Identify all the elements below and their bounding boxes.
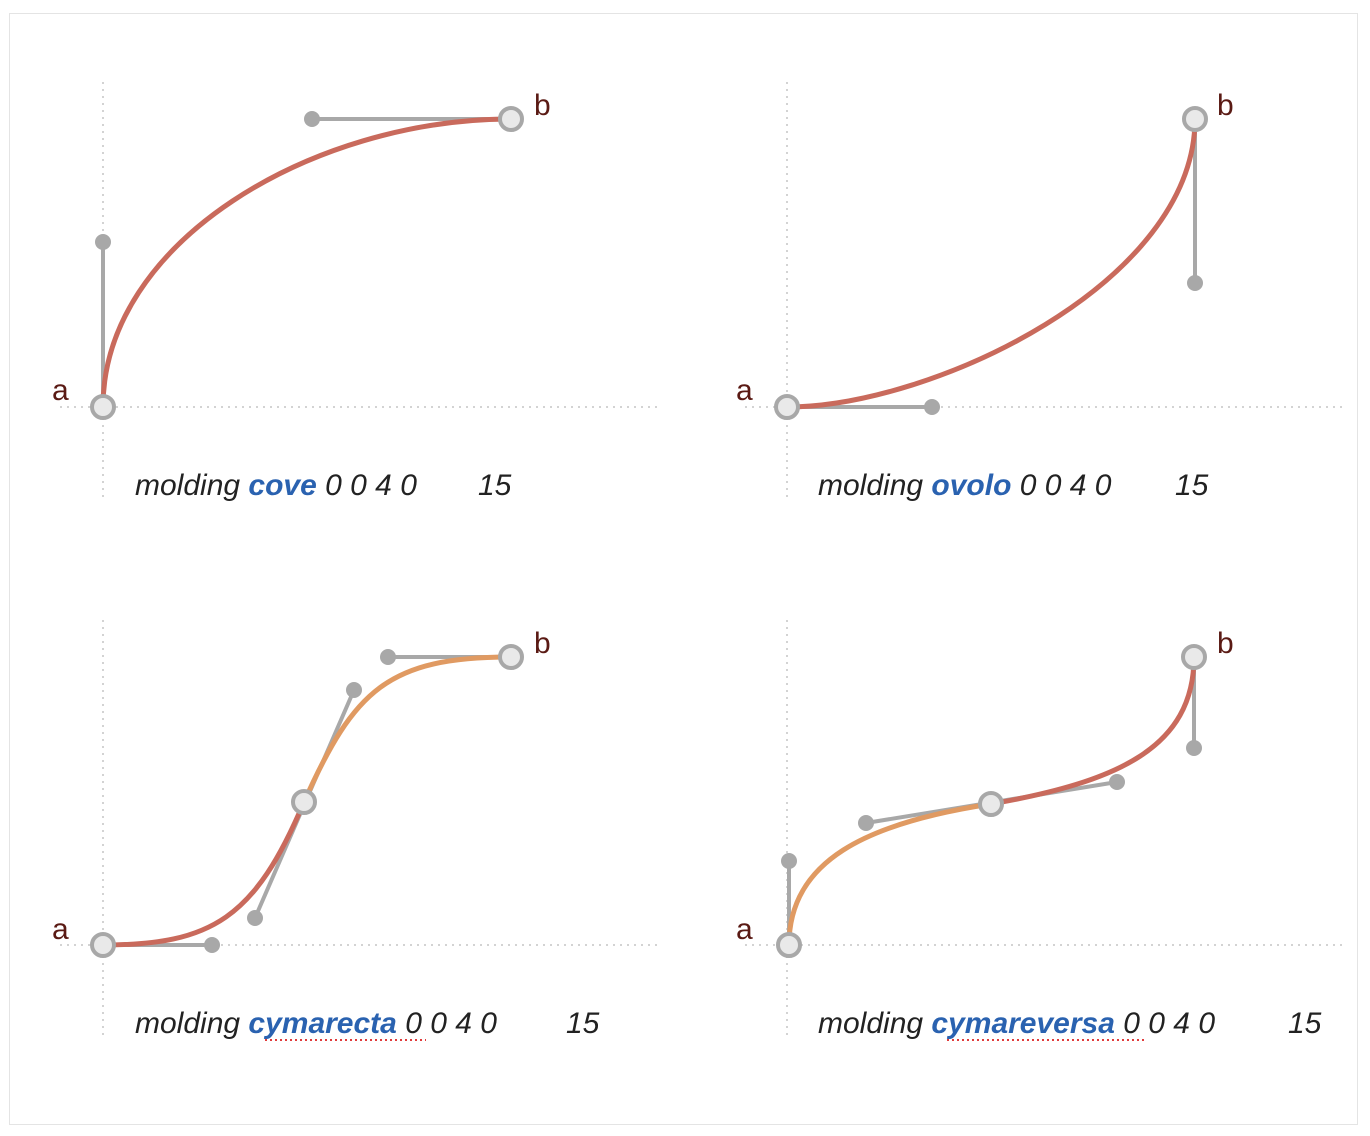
anchor-mid[interactable] — [978, 791, 1004, 817]
handle-a-dot[interactable] — [204, 937, 220, 953]
panel-cymareversa: a b molding cymareversa 0 0 4 0 15 — [736, 620, 1346, 1041]
handle-b-dot[interactable] — [1186, 740, 1202, 756]
caption-prefix: molding — [135, 1007, 240, 1040]
molding-curve — [100, 116, 514, 410]
handle-mid-dot-upper[interactable] — [346, 682, 362, 698]
handle-mid-dot-lower[interactable] — [247, 910, 263, 926]
caption-prefix: molding — [135, 469, 240, 502]
point-b-label: b — [534, 89, 551, 122]
point-a-label: a — [52, 913, 69, 946]
anchor-mid[interactable] — [291, 789, 317, 815]
caption-params: 0 0 4 0 — [325, 469, 417, 502]
anchor-b[interactable] — [498, 644, 524, 670]
panel-cymarecta: a b molding cymarecta 0 0 4 0 15 — [52, 620, 662, 1041]
caption-prefix: molding — [818, 469, 923, 502]
anchor-b[interactable] — [1182, 106, 1208, 132]
caption-keyword: cymareversa — [931, 1007, 1115, 1040]
caption-prefix: molding — [818, 1007, 923, 1040]
molding-curve — [784, 116, 1198, 410]
molding-curve-upper — [301, 654, 514, 805]
caption: molding cymareversa 0 0 4 0 15 — [818, 1007, 1322, 1040]
caption-params: 0 0 4 0 — [405, 1007, 497, 1040]
anchor-a[interactable] — [90, 394, 116, 420]
caption: molding ovolo 0 0 4 0 15 — [818, 469, 1209, 502]
panel-ovolo: a b molding ovolo 0 0 4 0 15 — [736, 82, 1346, 502]
handle-a-dot[interactable] — [924, 399, 940, 415]
point-a-label: a — [736, 913, 753, 946]
point-b-label: b — [1217, 89, 1234, 122]
caption-params: 0 0 4 0 — [1123, 1007, 1215, 1040]
anchor-b[interactable] — [498, 106, 524, 132]
molding-curve-upper — [988, 654, 1197, 807]
molding-curve-lower — [786, 801, 994, 948]
molding-curve-lower — [100, 799, 307, 948]
caption-keyword: cymarecta — [248, 1007, 396, 1040]
point-b-label: b — [534, 627, 551, 660]
point-a-label: a — [52, 374, 69, 407]
caption-count: 15 — [1175, 469, 1209, 502]
handle-a-dot[interactable] — [95, 234, 111, 250]
anchor-a[interactable] — [90, 932, 116, 958]
handle-b-dot[interactable] — [1187, 275, 1203, 291]
handle-mid-dot-right[interactable] — [1109, 774, 1125, 790]
handle-b-dot[interactable] — [304, 111, 320, 127]
anchor-a[interactable] — [774, 394, 800, 420]
panel-cove: a b molding cove 0 0 4 0 15 — [52, 82, 662, 502]
caption-keyword: ovolo — [931, 469, 1011, 502]
point-a-label: a — [736, 374, 753, 407]
caption-keyword: cove — [248, 469, 316, 502]
caption: molding cymarecta 0 0 4 0 15 — [135, 1007, 600, 1040]
handle-mid-dot-left[interactable] — [858, 815, 874, 831]
caption-count: 15 — [1288, 1007, 1322, 1040]
caption-count: 15 — [566, 1007, 600, 1040]
caption: molding cove 0 0 4 0 15 — [135, 469, 512, 502]
anchor-a[interactable] — [776, 932, 802, 958]
handle-a-dot[interactable] — [781, 853, 797, 869]
handle-b-dot[interactable] — [380, 649, 396, 665]
caption-count: 15 — [478, 469, 512, 502]
anchor-b[interactable] — [1181, 644, 1207, 670]
caption-params: 0 0 4 0 — [1020, 469, 1112, 502]
point-b-label: b — [1217, 627, 1234, 660]
